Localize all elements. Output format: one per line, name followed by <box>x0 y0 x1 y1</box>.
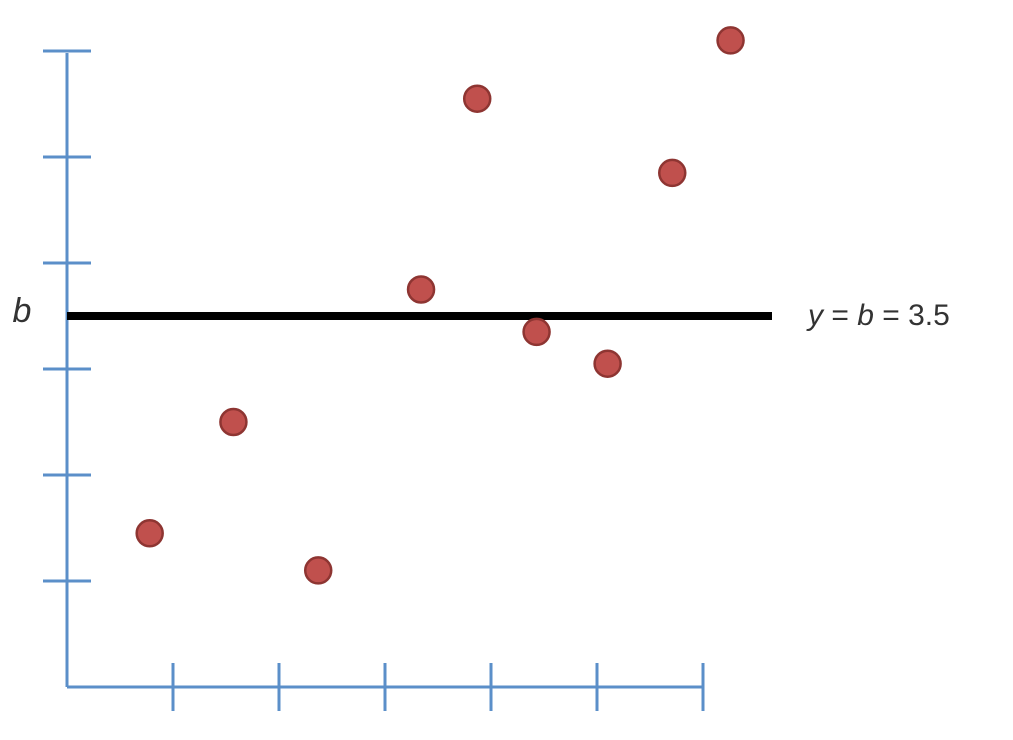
data-point <box>522 317 551 347</box>
axes <box>43 49 705 711</box>
equation-value: = 3.5 <box>874 299 950 332</box>
data-point <box>219 407 248 437</box>
labels: b y = b = 3.5 <box>13 292 950 332</box>
data-point <box>135 519 164 548</box>
data-point <box>406 275 436 304</box>
data-point <box>462 84 492 113</box>
reference-line-equation-label: y = b = 3.5 <box>806 299 950 332</box>
data-point <box>303 556 333 585</box>
data-point <box>658 158 687 188</box>
equation-equals: = <box>823 299 857 332</box>
equation-parameter: b <box>857 299 874 332</box>
equation-variable: y <box>806 299 825 332</box>
data-point <box>593 349 622 378</box>
reference-line-left-label: b <box>13 292 32 330</box>
data-point <box>716 26 745 55</box>
data-points <box>135 26 745 585</box>
